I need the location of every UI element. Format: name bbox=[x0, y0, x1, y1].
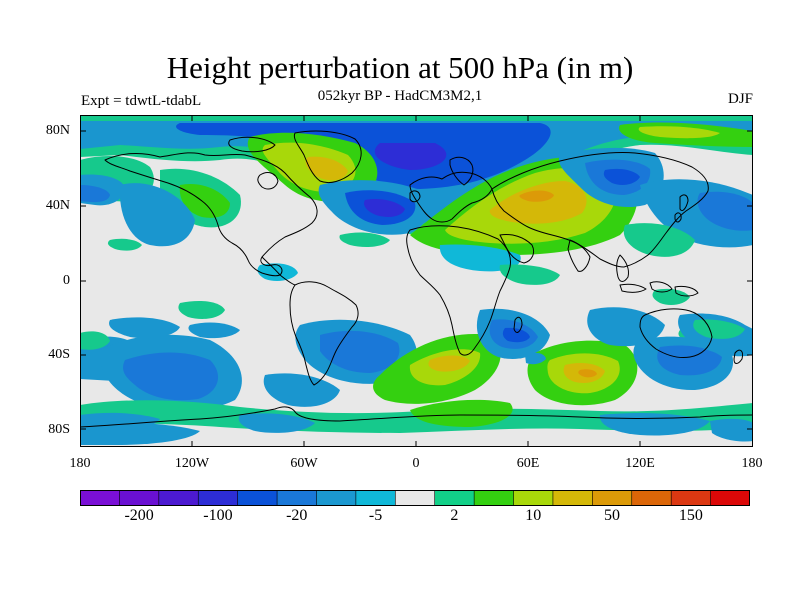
colorbar-label: -5 bbox=[368, 507, 383, 524]
colorbar-label: 10 bbox=[525, 507, 542, 524]
lon-tick-label: 180 bbox=[741, 456, 763, 471]
colorbar-label: 2 bbox=[450, 507, 459, 524]
colorbar-swatch bbox=[670, 490, 712, 506]
colorbar-swatch bbox=[592, 490, 633, 506]
colorbar-label: -100 bbox=[203, 507, 233, 524]
colorbar-swatch bbox=[197, 490, 239, 506]
lon-tick-label: 0 bbox=[412, 456, 420, 471]
lon-tick-label: 180 bbox=[69, 456, 91, 471]
colorbar-swatch bbox=[473, 490, 515, 506]
colorbar-swatch bbox=[394, 490, 436, 506]
colorbar-swatch bbox=[237, 490, 278, 506]
season-label: DJF bbox=[727, 91, 753, 107]
colorbar-swatch bbox=[119, 490, 160, 506]
lat-tick-label: 40N bbox=[45, 198, 70, 213]
colorbar-swatch bbox=[434, 490, 475, 506]
colorbar-label: 150 bbox=[678, 507, 703, 524]
lat-tick-label: 80N bbox=[45, 123, 70, 138]
colorbar-swatch bbox=[316, 490, 357, 506]
colorbar-swatch bbox=[552, 490, 593, 506]
lon-tick-label: 60W bbox=[290, 456, 318, 471]
map-title: Height perturbation at 500 hPa (in m) bbox=[166, 50, 634, 85]
colorbar-swatch bbox=[80, 490, 121, 506]
contour-fills-south bbox=[80, 307, 753, 445]
colorbar-swatch bbox=[513, 490, 554, 506]
colorbar-swatch bbox=[276, 490, 318, 506]
contour-fills-north bbox=[80, 115, 753, 257]
colorbar-label: -200 bbox=[124, 507, 154, 524]
map-subtitle: 052kyr BP - HadCM3M2,1 bbox=[317, 88, 483, 104]
experiment-label: Expt = tdwtL-tdabL bbox=[81, 93, 202, 109]
lon-tick-label: 120E bbox=[625, 456, 655, 471]
lat-tick-label: 80S bbox=[48, 422, 70, 437]
lon-tick-label: 60E bbox=[516, 456, 540, 471]
axis-ticks bbox=[80, 115, 753, 447]
colorbar-swatch bbox=[355, 490, 396, 506]
lat-tick-label: 0 bbox=[63, 273, 70, 288]
coastlines bbox=[80, 130, 753, 428]
colorbar-swatch bbox=[631, 490, 672, 506]
colorbar-swatch bbox=[158, 490, 199, 506]
lon-tick-label: 120W bbox=[174, 456, 210, 471]
colorbar bbox=[80, 490, 750, 506]
height-perturbation-map bbox=[80, 115, 753, 447]
colorbar-label: -20 bbox=[286, 507, 308, 524]
lat-tick-label: 40S bbox=[48, 347, 70, 362]
colorbar-swatch bbox=[710, 490, 750, 506]
colorbar-label: 50 bbox=[604, 507, 621, 524]
